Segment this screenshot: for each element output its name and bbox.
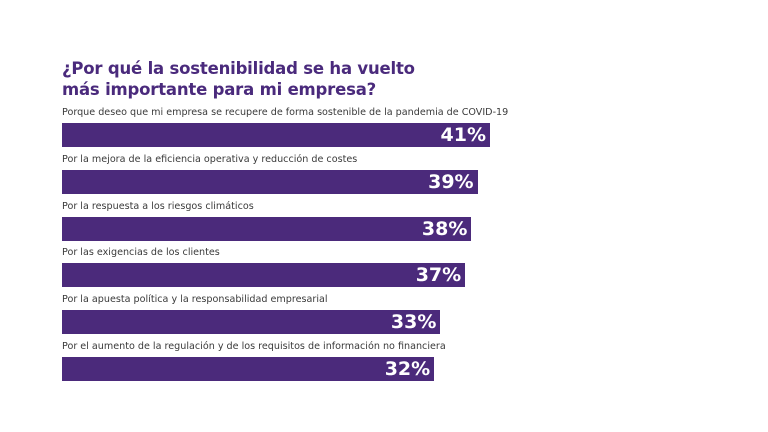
data-label: 41%	[440, 124, 486, 146]
category-label: Por las exigencias de los clientes	[62, 247, 220, 259]
data-label: 32%	[384, 358, 431, 380]
bar-row: Por el aumento de la regulación y de los…	[62, 341, 446, 381]
bar: 37%	[62, 263, 466, 288]
bar: 41%	[62, 123, 490, 147]
data-label: 38%	[421, 217, 468, 240]
data-label: 37%	[415, 264, 462, 287]
bar-row: Por las exigencias de los clientes 37%	[62, 247, 466, 288]
category-label: Por el aumento de la regulación y de los…	[62, 341, 446, 352]
bar: 33%	[62, 310, 441, 335]
bar-row: Por la respuesta a los riesgos climático…	[62, 200, 472, 241]
bar: 39%	[62, 169, 478, 194]
data-label: 39%	[428, 170, 474, 193]
data-label: 33%	[390, 311, 437, 334]
category-label: Por la respuesta a los riesgos climático…	[62, 200, 254, 212]
bar-row: Por la mejora de la eficiencia operativa…	[62, 154, 478, 194]
category-label: Porque deseo que mi empresa se recupere …	[62, 107, 509, 118]
bar: 32%	[62, 357, 435, 381]
bar-row: Porque deseo que mi empresa se recupere …	[62, 107, 508, 147]
category-label: Por la apuesta política y la responsabil…	[62, 294, 328, 306]
chart-title-line-1: ¿Por qué la sostenibilidad se ha vuelto	[62, 59, 415, 78]
chart-title-line-2: más importante para mi empresa?	[62, 80, 377, 99]
bar: 38%	[62, 216, 472, 241]
chart-title: ¿Por qué la sostenibilidad se ha vuelto …	[62, 58, 415, 100]
bar-row: Por la apuesta política y la responsabil…	[62, 294, 441, 335]
category-label: Por la mejora de la eficiencia operativa…	[62, 153, 358, 165]
